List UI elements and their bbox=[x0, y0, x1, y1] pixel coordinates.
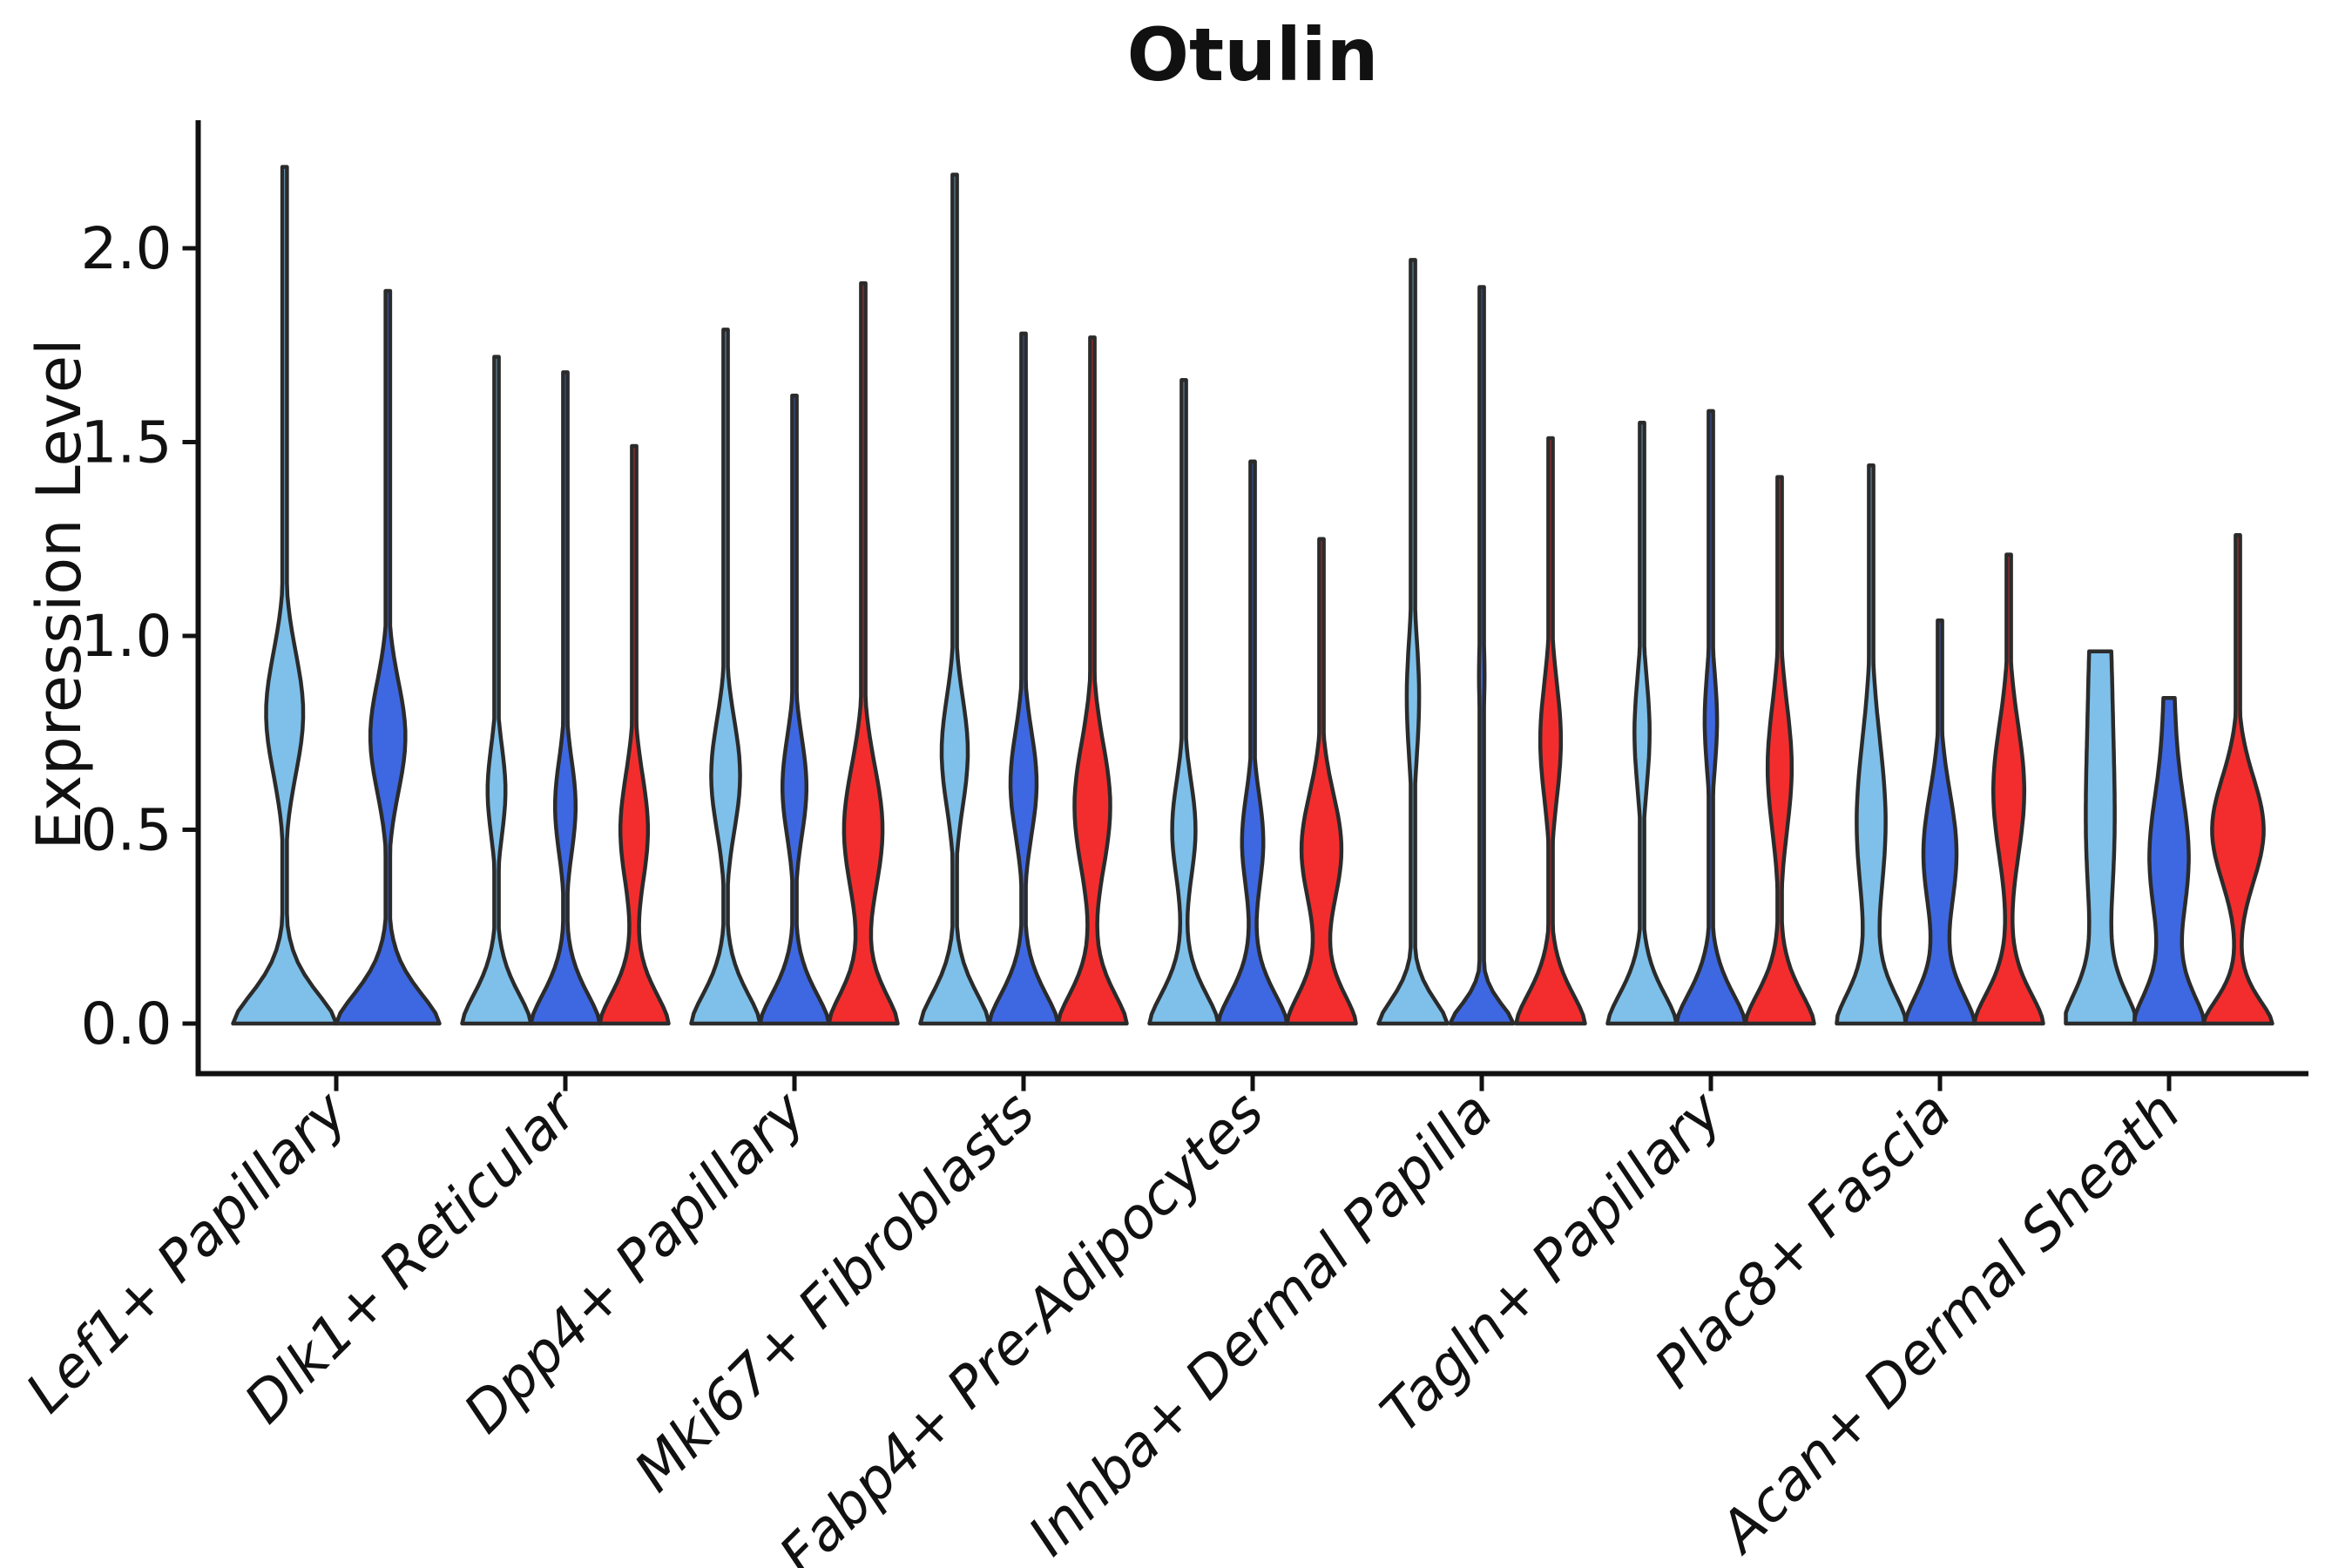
violin-tagln-papillary-hue1 bbox=[1605, 421, 1679, 1026]
y-axis-label: Expression Level bbox=[24, 338, 95, 849]
x-tick-label-inhba-dermal-papilla: Inhba+ Dermal Papilla bbox=[1017, 1079, 1505, 1568]
violin-lef1-papillary-hue1 bbox=[231, 165, 339, 1026]
violin-inhba-dermal-papilla-hue1 bbox=[1376, 258, 1450, 1026]
violin-plac8-fascia-hue1 bbox=[1835, 463, 1908, 1026]
violin-mki67-fibroblasts-hue3 bbox=[1056, 335, 1129, 1026]
x-tick-label-mki67-fibroblasts: Mki67+ Fibroblasts bbox=[623, 1079, 1048, 1504]
violin-plac8-fascia-hue2 bbox=[1903, 618, 1977, 1026]
violin-tagln-papillary-hue2 bbox=[1674, 409, 1747, 1026]
violin-lef1-papillary-hue2 bbox=[334, 288, 442, 1026]
y-tick-label: 1.5 bbox=[81, 409, 172, 476]
violin-dpp4-papillary-hue3 bbox=[827, 280, 900, 1026]
y-tick-label: 1.0 bbox=[81, 603, 172, 670]
violin-acan-dermal-sheath-hue3 bbox=[2201, 533, 2274, 1026]
violin-plac8-fascia-hue3 bbox=[1972, 552, 2045, 1026]
y-tick-label: 2.0 bbox=[81, 215, 172, 282]
y-tick-label: 0.0 bbox=[81, 990, 172, 1058]
violin-mki67-fibroblasts-hue2 bbox=[987, 331, 1060, 1026]
violin-dlk1-reticular-hue3 bbox=[598, 443, 671, 1026]
violin-tagln-papillary-hue3 bbox=[1743, 475, 1816, 1026]
violin-inhba-dermal-papilla-hue3 bbox=[1514, 436, 1587, 1026]
violin-dlk1-reticular-hue2 bbox=[529, 370, 602, 1026]
violin-inhba-dermal-papilla-hue2 bbox=[1448, 285, 1516, 1026]
y-tick-label: 0.5 bbox=[81, 797, 172, 864]
violin-dlk1-reticular-hue1 bbox=[460, 355, 533, 1026]
violin-acan-dermal-sheath-hue2 bbox=[2132, 695, 2206, 1026]
violin-fabp4-pre-adipocytes-hue2 bbox=[1216, 459, 1289, 1026]
x-tick-label-acan-dermal-sheath: Acan+ Dermal Sheath bbox=[1706, 1079, 2193, 1566]
violins-layer bbox=[231, 165, 2274, 1026]
violin-dpp4-papillary-hue1 bbox=[689, 328, 762, 1026]
violin-fabp4-pre-adipocytes-hue1 bbox=[1147, 378, 1220, 1026]
violin-fabp4-pre-adipocytes-hue3 bbox=[1285, 537, 1358, 1026]
chart-title: Otulin bbox=[1127, 12, 1379, 98]
violin-mki67-fibroblasts-hue1 bbox=[918, 172, 991, 1026]
violin-dpp4-papillary-hue2 bbox=[758, 393, 831, 1026]
violin-acan-dermal-sheath-hue1 bbox=[2064, 649, 2137, 1026]
